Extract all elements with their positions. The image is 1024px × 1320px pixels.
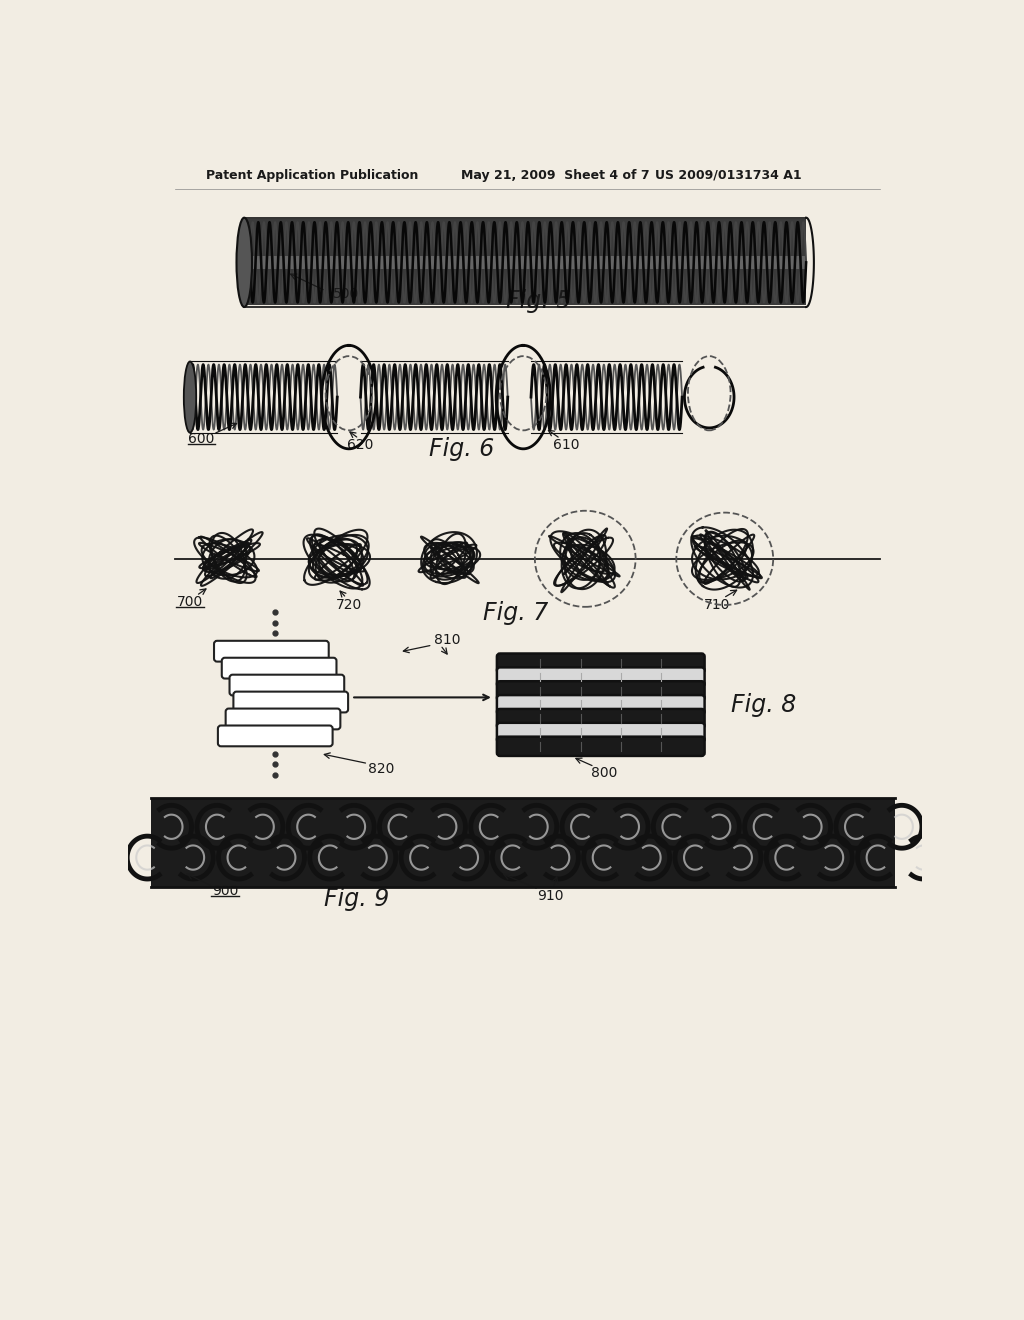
- Text: 720: 720: [336, 598, 362, 612]
- Bar: [245, 256, 806, 268]
- Text: Fig. 9: Fig. 9: [324, 887, 389, 911]
- Bar: [152, 797, 895, 887]
- FancyBboxPatch shape: [229, 675, 344, 696]
- Ellipse shape: [237, 218, 252, 308]
- Text: 620: 620: [347, 438, 374, 451]
- FancyBboxPatch shape: [497, 668, 705, 686]
- Text: Fig. 8: Fig. 8: [731, 693, 796, 717]
- Text: Fig. 5: Fig. 5: [506, 289, 571, 313]
- FancyBboxPatch shape: [225, 709, 340, 730]
- Text: Fig. 7: Fig. 7: [483, 601, 548, 624]
- Text: 700: 700: [177, 595, 203, 609]
- Text: 900: 900: [212, 884, 238, 899]
- FancyBboxPatch shape: [222, 657, 337, 678]
- Text: 500: 500: [334, 286, 359, 301]
- Text: 810: 810: [434, 632, 461, 647]
- FancyBboxPatch shape: [497, 737, 705, 756]
- Text: Patent Application Publication: Patent Application Publication: [206, 169, 418, 182]
- FancyBboxPatch shape: [497, 696, 705, 714]
- Ellipse shape: [183, 362, 197, 433]
- FancyBboxPatch shape: [497, 709, 705, 729]
- FancyBboxPatch shape: [497, 653, 705, 673]
- Text: 910: 910: [538, 890, 563, 903]
- Bar: [152, 797, 895, 887]
- Text: 710: 710: [703, 598, 730, 612]
- Text: US 2009/0131734 A1: US 2009/0131734 A1: [655, 169, 802, 182]
- FancyBboxPatch shape: [218, 726, 333, 746]
- Text: May 21, 2009  Sheet 4 of 7: May 21, 2009 Sheet 4 of 7: [461, 169, 650, 182]
- FancyBboxPatch shape: [233, 692, 348, 713]
- Text: Fig. 6: Fig. 6: [429, 437, 494, 462]
- FancyBboxPatch shape: [497, 723, 705, 742]
- FancyBboxPatch shape: [497, 681, 705, 701]
- Text: 820: 820: [369, 762, 394, 776]
- Text: 600: 600: [188, 433, 215, 446]
- Bar: [245, 219, 806, 305]
- Text: 800: 800: [592, 766, 617, 780]
- Text: 610: 610: [553, 438, 580, 451]
- FancyBboxPatch shape: [214, 640, 329, 661]
